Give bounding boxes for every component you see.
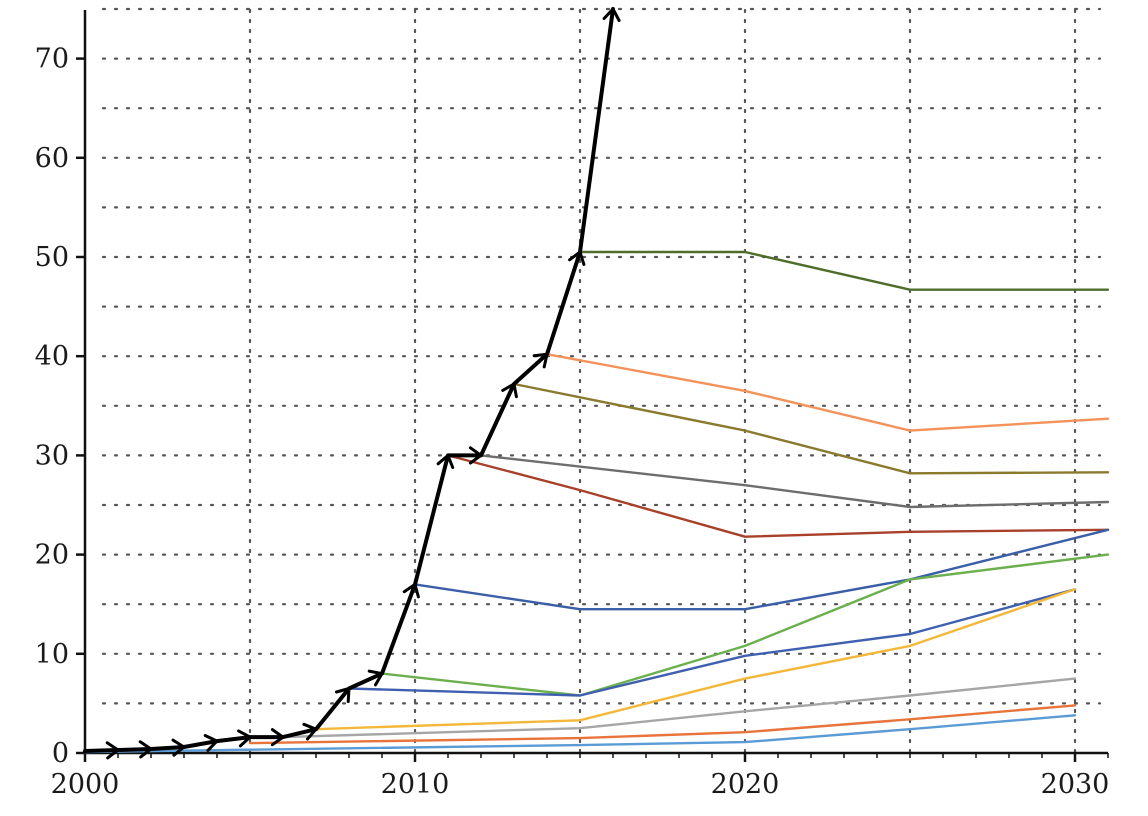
main-series-marker: [602, 7, 621, 22]
series-line-1: [578, 250, 1110, 291]
series-line-7: [380, 553, 1110, 697]
x-tick-label: 2020: [711, 769, 780, 800]
y-tick-label: 30: [35, 440, 69, 471]
main-series-marker: [237, 729, 252, 748]
series-lines: [83, 250, 1110, 754]
series-line-11: [248, 704, 1077, 745]
y-tick-label: 60: [35, 143, 69, 174]
main-series-marker: [367, 669, 384, 687]
series-line-3: [512, 382, 1110, 475]
y-tick-label: 40: [35, 341, 69, 372]
x-tick-label: 2000: [51, 769, 120, 800]
main-series-marker: [501, 382, 518, 399]
series-line-10: [281, 677, 1077, 739]
main-series-marker: [468, 446, 483, 465]
main-series-marker: [270, 728, 285, 747]
series-line-2: [545, 353, 1110, 432]
main-series-marker: [105, 741, 120, 760]
main-series-marker: [335, 687, 351, 703]
main-series-marker: [138, 740, 153, 759]
y-tick-label: 70: [35, 44, 69, 75]
series-line-12: [83, 714, 1077, 754]
main-series-marker: [302, 722, 318, 741]
series-line-9: [314, 588, 1077, 731]
series-line-4: [479, 454, 1110, 509]
main-series-marker: [532, 352, 549, 369]
series-line-5: [446, 454, 1110, 538]
series-line-6: [413, 528, 1110, 611]
x-tick-label: 2010: [381, 769, 450, 800]
main-series-marker: [171, 738, 186, 757]
grid: [101, 7, 1102, 755]
y-tick-label: 10: [35, 639, 69, 670]
main-series-line: [83, 7, 615, 753]
y-tick-label: 0: [52, 738, 69, 769]
main-series: [83, 7, 621, 760]
series-line-8: [347, 588, 1077, 697]
main-series-marker: [568, 250, 586, 266]
y-tick-label: 50: [35, 242, 69, 273]
main-series-marker: [436, 453, 455, 469]
main-series-marker: [402, 582, 420, 599]
y-tick-label: 20: [35, 540, 69, 571]
x-tick-label: 2030: [1041, 769, 1110, 800]
main-series-marker: [203, 734, 219, 752]
